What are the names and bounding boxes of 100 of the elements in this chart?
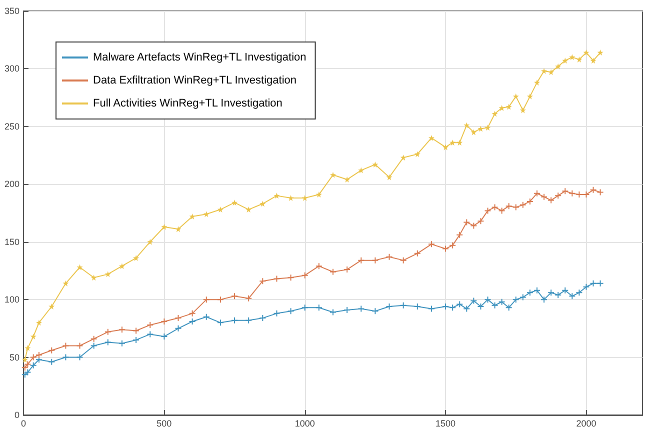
point [512,296,520,304]
point [188,318,196,326]
point [202,313,210,320]
point [555,63,562,70]
x-tick-label: 500 [156,418,172,428]
point [344,266,351,274]
point [583,50,590,56]
point [301,272,308,279]
point [24,345,31,352]
point [505,304,512,312]
point [456,300,464,308]
point [512,93,519,100]
y-tick-label: 250 [4,121,20,132]
y-tick-label: 0 [14,410,20,420]
point [133,255,140,262]
point [76,342,84,350]
legend-label: Malware Artefacts WinReg+TL Investigation [93,52,306,64]
point [470,129,477,136]
point [35,351,42,358]
point [161,224,168,230]
point [541,68,548,74]
point [505,202,512,210]
point [491,302,498,309]
point [400,256,407,264]
point [22,356,28,363]
point [484,124,491,131]
point [344,306,351,314]
point [246,206,252,213]
point [506,104,512,110]
point [534,80,540,86]
point [548,196,555,204]
point [400,302,407,309]
point [554,192,562,200]
point [189,213,196,220]
point [62,354,70,361]
point [456,140,463,146]
point [456,231,464,238]
point [301,304,308,312]
point [273,310,280,317]
point [118,263,125,270]
point [372,256,379,264]
point [203,211,210,218]
point [24,360,32,368]
point [273,275,280,282]
point [477,218,484,225]
point [519,294,526,301]
point [160,318,168,326]
point [470,222,478,230]
point [48,346,56,354]
point [118,326,126,334]
point [358,305,365,312]
point [90,342,98,350]
x-tick-label: 2000 [576,418,596,428]
point [344,176,350,183]
point [118,340,126,347]
y-tick-label: 150 [4,236,20,247]
point [302,194,308,201]
point [316,192,322,198]
point [554,291,562,298]
point [463,218,470,226]
point [491,204,498,211]
point [48,303,55,310]
point [30,354,37,361]
x-tick-label: 1500 [436,418,456,428]
point [48,358,56,366]
point [30,362,37,369]
point [590,280,597,287]
point [590,186,597,194]
point [484,296,492,304]
point [372,308,379,315]
point [568,190,576,197]
point [520,107,526,114]
point [231,316,238,324]
point [217,206,224,213]
point [548,69,554,76]
point [540,193,548,200]
point [498,298,506,306]
point [470,297,478,304]
point [274,192,280,199]
point [590,58,596,64]
y-tick-label: 100 [4,294,20,305]
point [449,242,456,249]
point [288,194,294,201]
point [147,238,154,245]
point [582,283,590,290]
point [104,338,112,346]
point [526,93,533,100]
point [498,207,506,214]
point [562,286,569,294]
point [569,54,576,60]
point [216,319,224,326]
point [216,296,224,304]
point [358,167,364,174]
point [259,278,266,285]
point [372,162,378,168]
point [442,245,450,252]
point [414,250,421,257]
point [174,314,182,322]
point [315,304,322,312]
point [174,324,182,332]
